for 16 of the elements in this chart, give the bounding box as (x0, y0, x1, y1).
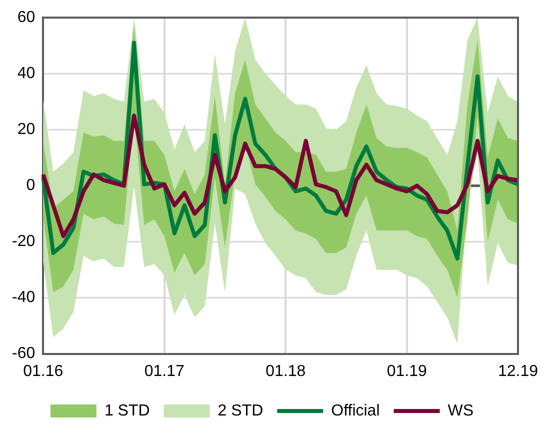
y-tick-label: 0 (26, 177, 36, 194)
x-tick-label: 01.16 (23, 362, 64, 380)
y-tick-label: 60 (17, 9, 36, 26)
legend-label: Official (331, 402, 380, 420)
y-tick-label: -20 (12, 233, 36, 250)
legend-label: WS (448, 402, 474, 420)
y-tick-label: -60 (12, 345, 36, 362)
y-tick-label: 40 (17, 65, 36, 82)
legend-label: 2 STD (218, 402, 264, 420)
x-tick-label: 12.19 (498, 362, 538, 380)
y-tick-label: 20 (17, 121, 36, 138)
x-tick-label: 01.18 (266, 362, 306, 380)
y-tick-label: -40 (12, 289, 36, 306)
x-tick-label: 01.17 (144, 362, 184, 380)
legend-label: 1 STD (104, 402, 150, 420)
x-tick-label: 01.19 (386, 362, 427, 380)
